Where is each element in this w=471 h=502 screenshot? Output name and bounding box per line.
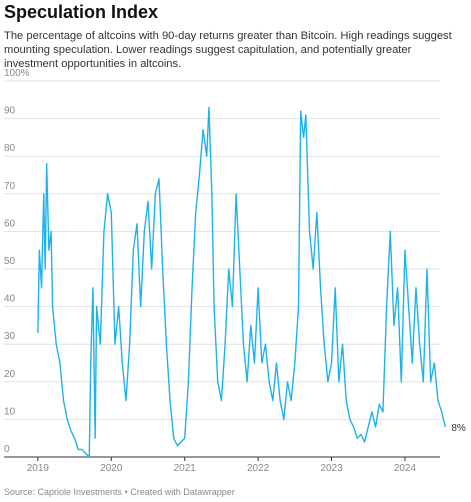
x-tick-label: 2023 <box>320 463 343 474</box>
x-tick-label: 2020 <box>100 463 123 474</box>
y-tick-label: 30 <box>4 331 16 342</box>
y-tick-label: 90 <box>4 106 16 117</box>
y-tick-label: 20 <box>4 369 16 380</box>
y-tick-label: 80 <box>4 143 16 154</box>
x-tick-label: 2019 <box>27 463 50 474</box>
x-tick-label: 2021 <box>174 463 197 474</box>
y-tick-label: 100% <box>4 68 30 79</box>
y-tick-label: 40 <box>4 294 16 305</box>
y-tick-label: 70 <box>4 181 16 192</box>
x-tick-label: 2022 <box>247 463 270 474</box>
y-tick-label: 10 <box>4 406 16 417</box>
chart-title: Speculation Index <box>4 2 159 22</box>
y-tick-label: 60 <box>4 218 16 229</box>
y-tick-label: 0 <box>4 444 10 455</box>
value-label: 8% <box>451 423 466 434</box>
chart-subtitle: The percentage of altcoins with 90-day r… <box>4 30 452 70</box>
y-tick-label: 50 <box>4 256 16 267</box>
x-tick-label: 2024 <box>394 463 417 474</box>
source-note: Source: Capriole Investments • Created w… <box>4 487 235 497</box>
line <box>37 106 447 458</box>
